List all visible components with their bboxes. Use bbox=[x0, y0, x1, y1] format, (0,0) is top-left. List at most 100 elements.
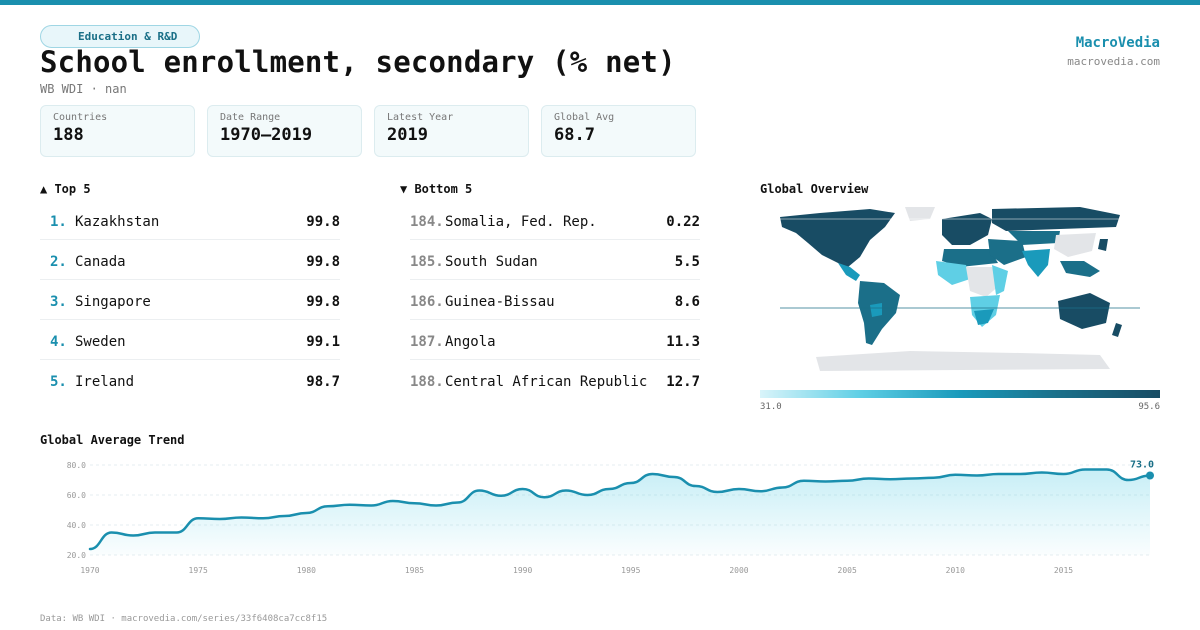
x-tick-label: 2000 bbox=[729, 566, 748, 575]
y-tick-label: 60.0 bbox=[67, 491, 86, 500]
top5-row[interactable]: 2. Canada 99.8 bbox=[40, 240, 340, 280]
region-central-asia bbox=[1008, 231, 1060, 245]
country-value: 12.7 bbox=[666, 374, 700, 390]
country-value: 98.7 bbox=[306, 374, 340, 390]
x-tick-label: 1980 bbox=[297, 566, 316, 575]
rank-number: 2. bbox=[50, 254, 67, 270]
country-name: Singapore bbox=[75, 294, 151, 310]
region-china bbox=[1054, 233, 1096, 257]
rank-number: 5. bbox=[50, 374, 67, 390]
bottom5-row[interactable]: 184. Somalia, Fed. Rep. 0.22 bbox=[410, 200, 700, 240]
brand-logo[interactable]: MacroVedia bbox=[1075, 35, 1160, 51]
region-west-africa bbox=[936, 261, 970, 285]
region-australia bbox=[1058, 293, 1110, 329]
top5-row[interactable]: 1. Kazakhstan 99.8 bbox=[40, 200, 340, 240]
map-legend-min: 31.0 bbox=[760, 402, 782, 412]
country-value: 99.1 bbox=[306, 334, 340, 350]
country-name: Angola bbox=[445, 334, 496, 350]
bottom5-row[interactable]: 186. Guinea-Bissau 8.6 bbox=[410, 280, 700, 320]
country-value: 99.8 bbox=[306, 294, 340, 310]
world-choropleth-map[interactable] bbox=[760, 205, 1160, 385]
stat-card-latest-year: Latest Year 2019 bbox=[374, 105, 529, 157]
country-value: 8.6 bbox=[674, 294, 700, 310]
y-tick-label: 40.0 bbox=[67, 521, 86, 530]
trend-last-value: 73.0 bbox=[1130, 460, 1154, 471]
trend-title: Global Average Trend bbox=[40, 433, 185, 447]
trend-area bbox=[90, 469, 1150, 555]
x-tick-label: 1970 bbox=[80, 566, 99, 575]
rank-number: 185. bbox=[410, 254, 444, 270]
stat-label: Countries bbox=[53, 112, 108, 123]
map-landmasses bbox=[780, 207, 1122, 371]
top5-row[interactable]: 5. Ireland 98.7 bbox=[40, 360, 340, 400]
country-value: 5.5 bbox=[674, 254, 700, 270]
page-title: School enrollment, secondary (% net) bbox=[40, 45, 676, 79]
region-north-america bbox=[780, 209, 895, 267]
rank-number: 184. bbox=[410, 214, 444, 230]
stat-value: 2019 bbox=[387, 125, 428, 145]
map-title: Global Overview bbox=[760, 182, 869, 196]
page-subtitle: WB WDI · nan bbox=[40, 82, 127, 96]
x-tick-label: 1990 bbox=[513, 566, 532, 575]
trend-chart[interactable]: 20.0 40.0 60.0 80.0 1970 1975 1980 1985 1990 1995… bbox=[40, 455, 1170, 580]
top-accent-bar bbox=[0, 0, 1200, 5]
bottom5-row[interactable]: 185. South Sudan 5.5 bbox=[410, 240, 700, 280]
country-name: Canada bbox=[75, 254, 126, 270]
region-europe bbox=[942, 213, 992, 245]
trend-last-point bbox=[1146, 471, 1154, 480]
bottom5-row[interactable]: 188. Central African Republic 12.7 bbox=[410, 360, 700, 400]
x-tick-label: 1975 bbox=[189, 566, 208, 575]
y-tick-label: 80.0 bbox=[67, 461, 86, 470]
country-name: Sweden bbox=[75, 334, 126, 350]
x-tick-label: 2015 bbox=[1054, 566, 1073, 575]
stat-label: Global Avg bbox=[554, 112, 615, 123]
rank-number: 4. bbox=[50, 334, 67, 350]
region-central-africa bbox=[966, 267, 1000, 297]
country-name: Ireland bbox=[75, 374, 135, 390]
region-japan-korea bbox=[1098, 239, 1108, 251]
x-tick-label: 1985 bbox=[405, 566, 424, 575]
region-south-africa bbox=[974, 309, 994, 325]
rank-number: 188. bbox=[410, 374, 444, 390]
bottom5-title: ▼ Bottom 5 bbox=[400, 182, 473, 196]
y-tick-label: 20.0 bbox=[67, 551, 86, 560]
region-north-africa bbox=[942, 249, 998, 267]
x-tick-label: 2010 bbox=[946, 566, 965, 575]
country-value: 0.22 bbox=[666, 214, 700, 230]
region-new-zealand bbox=[1112, 323, 1122, 337]
rank-number: 1. bbox=[50, 214, 67, 230]
bottom5-row[interactable]: 187. Angola 11.3 bbox=[410, 320, 700, 360]
region-east-africa bbox=[992, 265, 1008, 295]
stat-card-countries: Countries 188 bbox=[40, 105, 195, 157]
top5-row[interactable]: 4. Sweden 99.1 bbox=[40, 320, 340, 360]
country-value: 99.8 bbox=[306, 254, 340, 270]
region-antarctica bbox=[816, 351, 1110, 371]
top5-row[interactable]: 3. Singapore 99.8 bbox=[40, 280, 340, 320]
region-greenland bbox=[905, 207, 935, 221]
region-bolivia bbox=[870, 303, 882, 317]
trend-line bbox=[88, 468, 1152, 551]
country-name: Central African Republic bbox=[445, 374, 648, 390]
country-value: 11.3 bbox=[666, 334, 700, 350]
country-name: Guinea-Bissau bbox=[445, 294, 555, 310]
region-south-asia bbox=[1022, 249, 1050, 277]
stat-card-date-range: Date Range 1970–2019 bbox=[207, 105, 362, 157]
stat-card-global-avg: Global Avg 68.7 bbox=[541, 105, 696, 157]
stat-label: Date Range bbox=[220, 112, 281, 123]
x-tick-label: 1995 bbox=[621, 566, 640, 575]
region-middle-east bbox=[988, 239, 1026, 265]
map-legend-gradient bbox=[760, 390, 1160, 398]
country-name: South Sudan bbox=[445, 254, 538, 270]
region-southeast-asia bbox=[1060, 261, 1100, 277]
rank-number: 186. bbox=[410, 294, 444, 310]
country-value: 99.8 bbox=[306, 214, 340, 230]
stat-value: 68.7 bbox=[554, 125, 595, 145]
stat-value: 188 bbox=[53, 125, 84, 145]
stat-label: Latest Year bbox=[387, 112, 454, 123]
map-legend-max: 95.6 bbox=[1138, 402, 1160, 412]
category-tag[interactable]: Education & R&D bbox=[40, 25, 201, 48]
region-central-america bbox=[838, 263, 860, 281]
brand-url[interactable]: macrovedia.com bbox=[1067, 55, 1160, 68]
rank-number: 187. bbox=[410, 334, 444, 350]
country-name: Kazakhstan bbox=[75, 214, 160, 230]
